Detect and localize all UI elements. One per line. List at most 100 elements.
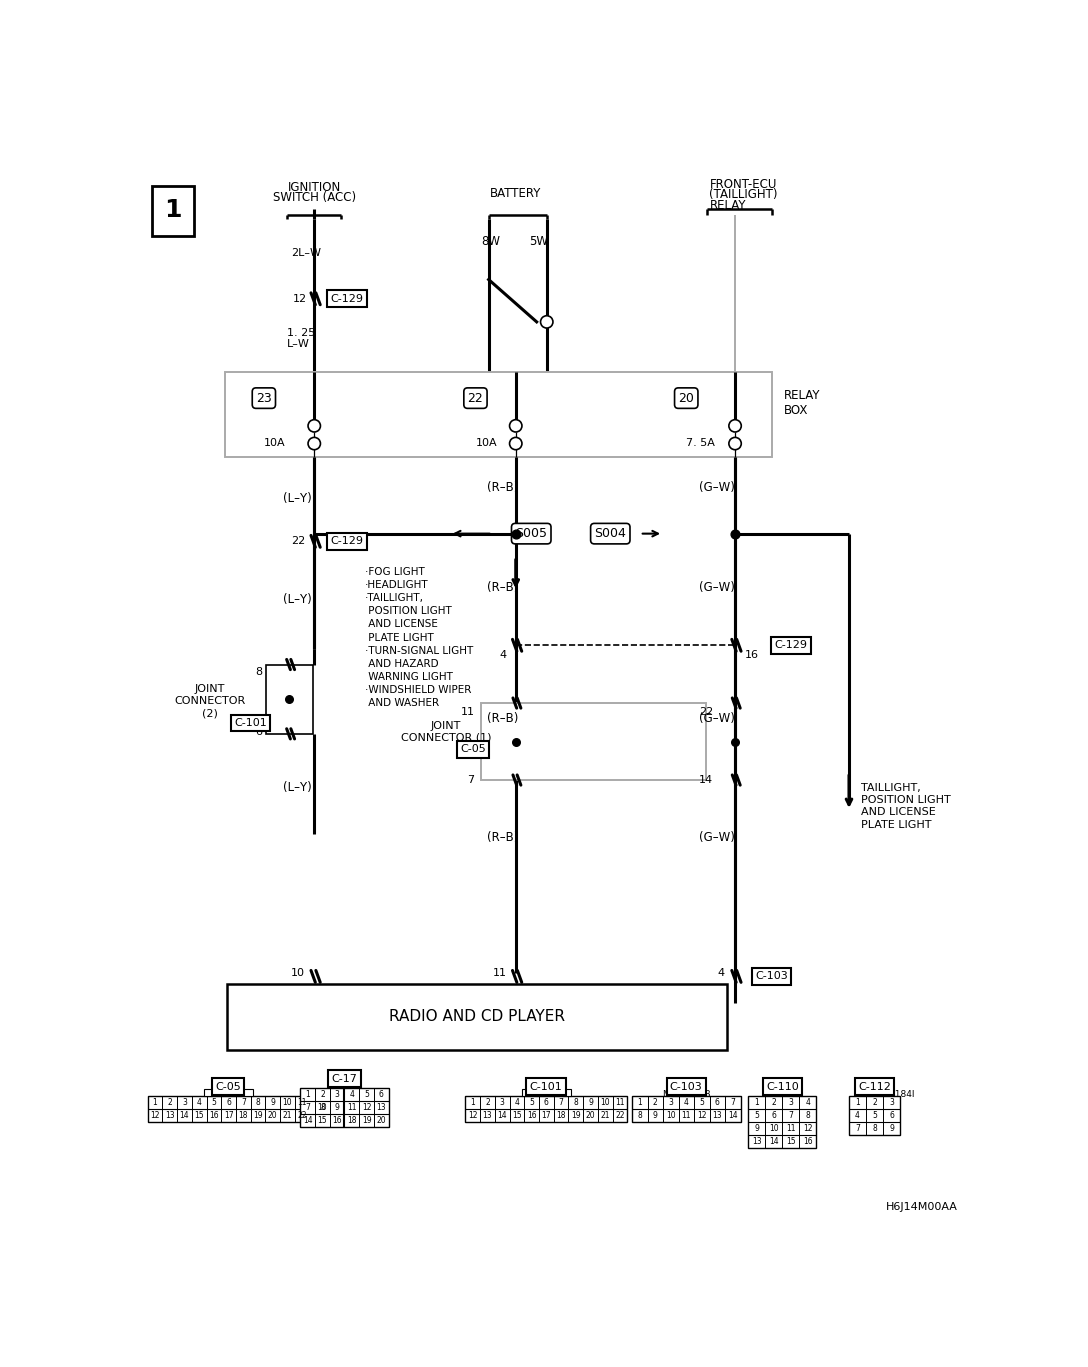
Point bbox=[281, 688, 298, 709]
Text: (R–B): (R–B) bbox=[487, 481, 518, 493]
Circle shape bbox=[308, 437, 321, 450]
Text: 19: 19 bbox=[254, 1111, 263, 1120]
Text: L–W: L–W bbox=[287, 339, 310, 349]
Text: 15: 15 bbox=[318, 1117, 327, 1125]
Text: 16: 16 bbox=[209, 1111, 219, 1120]
Text: 7: 7 bbox=[558, 1098, 564, 1107]
Text: BOX: BOX bbox=[783, 403, 808, 417]
Text: 4: 4 bbox=[349, 1089, 355, 1099]
Point bbox=[507, 730, 524, 752]
Text: PLATE LIGHT: PLATE LIGHT bbox=[862, 820, 932, 830]
Text: 10: 10 bbox=[769, 1124, 779, 1133]
Text: 4: 4 bbox=[855, 1111, 860, 1120]
Text: 10A: 10A bbox=[264, 437, 285, 448]
Circle shape bbox=[541, 316, 553, 328]
Bar bbox=[849, 1096, 900, 1135]
Text: 3: 3 bbox=[182, 1098, 187, 1107]
Text: S004: S004 bbox=[594, 528, 627, 540]
Text: 7: 7 bbox=[789, 1111, 793, 1120]
Text: 12: 12 bbox=[803, 1124, 813, 1133]
Text: 11: 11 bbox=[297, 1098, 307, 1107]
Text: 18: 18 bbox=[347, 1117, 357, 1125]
Text: 2: 2 bbox=[168, 1098, 172, 1107]
Bar bbox=[151, 186, 194, 235]
Text: 20: 20 bbox=[376, 1117, 386, 1125]
Text: 1: 1 bbox=[855, 1098, 860, 1107]
Text: 1: 1 bbox=[163, 198, 182, 223]
Text: 18: 18 bbox=[556, 1111, 566, 1120]
Text: 1. 25: 1. 25 bbox=[287, 328, 316, 339]
Text: 12: 12 bbox=[150, 1111, 160, 1120]
Text: H6J14M00AA: H6J14M00AA bbox=[886, 1203, 957, 1213]
Text: 6: 6 bbox=[226, 1098, 231, 1107]
Text: PLATE LIGHT: PLATE LIGHT bbox=[364, 633, 433, 642]
Text: 4: 4 bbox=[684, 1098, 689, 1107]
Circle shape bbox=[308, 420, 321, 432]
Text: AND WASHER: AND WASHER bbox=[364, 699, 438, 708]
Text: (R–B): (R–B) bbox=[487, 712, 518, 725]
Text: C-17: C-17 bbox=[332, 1074, 358, 1084]
Text: 3: 3 bbox=[789, 1098, 793, 1107]
Text: C-05: C-05 bbox=[215, 1081, 242, 1091]
Text: 7: 7 bbox=[240, 1098, 246, 1107]
Text: 8: 8 bbox=[256, 667, 262, 677]
Text: 19: 19 bbox=[571, 1111, 581, 1120]
Text: C-112: C-112 bbox=[858, 1081, 891, 1091]
Text: 15: 15 bbox=[512, 1111, 522, 1120]
Text: 5: 5 bbox=[529, 1098, 534, 1107]
Text: 4: 4 bbox=[499, 649, 506, 659]
Text: 8W: 8W bbox=[482, 235, 500, 247]
Text: BATTERY: BATTERY bbox=[490, 187, 542, 200]
Text: (L–Y): (L–Y) bbox=[283, 492, 312, 506]
Text: 9: 9 bbox=[653, 1111, 657, 1120]
Text: 22: 22 bbox=[700, 707, 714, 718]
Text: 6: 6 bbox=[379, 1089, 384, 1099]
Text: 12: 12 bbox=[293, 294, 307, 303]
Text: 13: 13 bbox=[376, 1103, 386, 1113]
Text: AND HAZARD: AND HAZARD bbox=[364, 659, 438, 668]
Text: FRONT-ECU: FRONT-ECU bbox=[709, 178, 777, 190]
Text: 2L–W: 2L–W bbox=[290, 247, 321, 257]
Text: 2: 2 bbox=[873, 1098, 877, 1107]
Text: 4: 4 bbox=[805, 1098, 811, 1107]
Text: C-129: C-129 bbox=[775, 640, 807, 651]
Text: C-103: C-103 bbox=[755, 972, 788, 982]
Text: S005: S005 bbox=[516, 528, 547, 540]
Text: 5: 5 bbox=[700, 1098, 704, 1107]
Text: 23: 23 bbox=[256, 391, 272, 405]
Text: RADIO AND CD PLAYER: RADIO AND CD PLAYER bbox=[390, 1009, 565, 1024]
Bar bbox=[749, 1096, 816, 1148]
Bar bbox=[227, 984, 727, 1050]
Bar bbox=[225, 372, 771, 457]
Text: 17: 17 bbox=[542, 1111, 552, 1120]
Text: AND LICENSE: AND LICENSE bbox=[364, 619, 437, 629]
Text: JOINT: JOINT bbox=[195, 684, 225, 694]
Text: 10: 10 bbox=[666, 1111, 676, 1120]
Point bbox=[727, 730, 744, 752]
Text: 11: 11 bbox=[460, 707, 474, 718]
Text: 20: 20 bbox=[678, 391, 694, 405]
Text: 14: 14 bbox=[700, 775, 714, 785]
Text: 10: 10 bbox=[318, 1103, 327, 1113]
Text: 11: 11 bbox=[347, 1103, 357, 1113]
Text: 8: 8 bbox=[638, 1111, 642, 1120]
Text: CONNECTOR (1): CONNECTOR (1) bbox=[400, 733, 492, 742]
Text: RELAY: RELAY bbox=[783, 388, 820, 402]
Text: 7: 7 bbox=[306, 1103, 310, 1113]
Text: C-05: C-05 bbox=[460, 744, 486, 755]
Text: (R–B): (R–B) bbox=[487, 581, 518, 595]
Bar bbox=[481, 703, 706, 781]
Text: (L–Y): (L–Y) bbox=[283, 592, 312, 606]
Text: TAILLIGHT,: TAILLIGHT, bbox=[862, 783, 922, 793]
Text: 6: 6 bbox=[544, 1098, 548, 1107]
Text: 8: 8 bbox=[805, 1111, 811, 1120]
Text: 13: 13 bbox=[752, 1137, 762, 1146]
Text: (G–W): (G–W) bbox=[700, 831, 735, 845]
Text: 10A: 10A bbox=[475, 437, 497, 448]
Text: 12: 12 bbox=[362, 1103, 371, 1113]
Text: C-103: C-103 bbox=[670, 1081, 703, 1091]
Text: 10: 10 bbox=[283, 1098, 293, 1107]
Text: (G–W): (G–W) bbox=[700, 581, 735, 595]
Text: 11: 11 bbox=[681, 1111, 691, 1120]
Text: MU80184I: MU80184I bbox=[869, 1089, 914, 1099]
